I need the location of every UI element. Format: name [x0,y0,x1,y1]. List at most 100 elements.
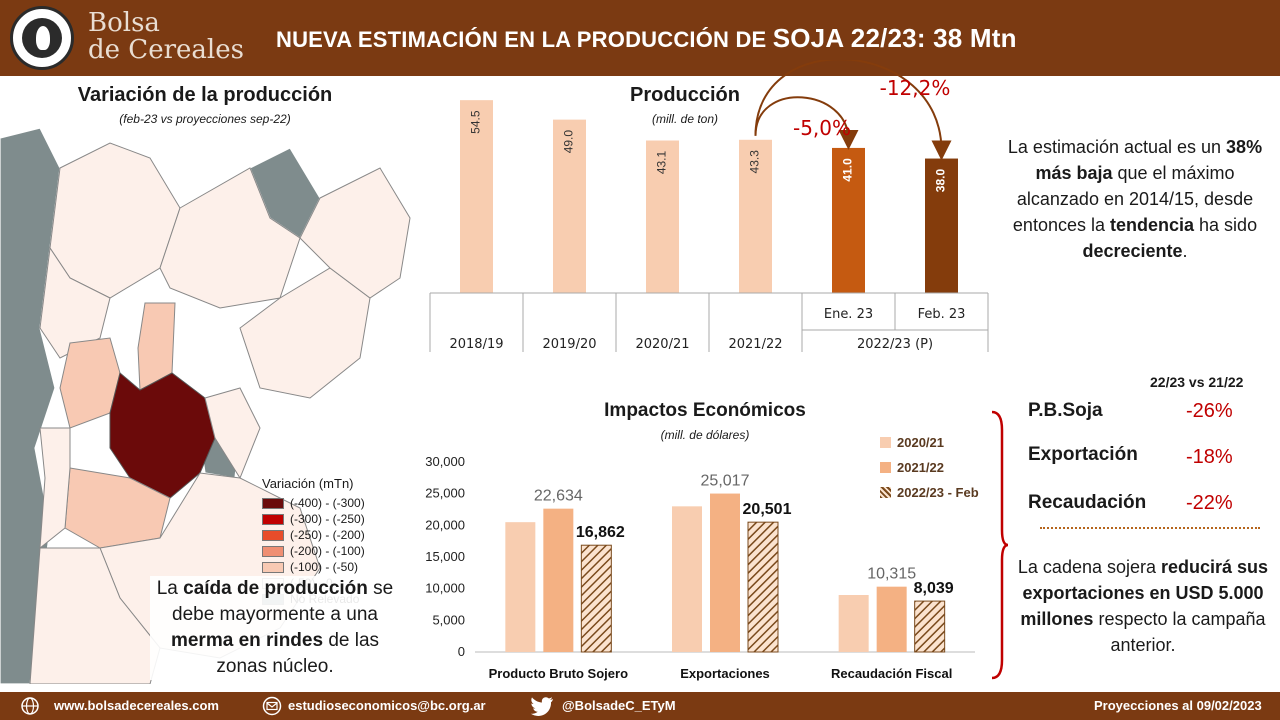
commentary-bold: decreciente [1082,241,1183,261]
map-region-west-2 [39,427,71,550]
logo-line-2: de Cereales [88,35,244,65]
production-title: Producción [629,84,740,106]
impacts-legend-label: 2021/22 [897,460,944,475]
production-bar [925,158,958,293]
footer-bar: www.bolsadecereales.com estudioseconomic… [0,692,1280,720]
metric-label-exportacion: Exportación [1028,444,1138,465]
impacts-legend-item: 2020/21 [880,430,979,455]
production-data-label: 38.0 [934,169,948,193]
commentary-bold: tendencia [1110,215,1195,235]
impacts-legend-item: 2022/23 - Feb [880,480,979,505]
commentary-part: ha sido [1194,215,1258,235]
production-bar [646,140,679,293]
metric-label-recaudacion: Recaudación [1028,492,1147,513]
arrow-ene [754,96,859,150]
production-subtitle: (mill. de ton) [651,112,719,126]
production-group-label: 2022/23 (P) [857,337,933,352]
arrow-feb [754,60,952,161]
annotation-feb: -12,2% [880,76,951,100]
map-legend-label: (-100) - (-50) [290,560,359,574]
map-region-entre-rios [204,387,261,480]
impacts-legend-label: 2022/23 - Feb [897,485,979,500]
impacts-chart: 0 5,000 10,000 15,000 20,000 25,000 30,000 22,6… [425,454,975,681]
impacts-bar [543,508,574,652]
impacts-legend-swatch [880,487,891,498]
impacts-y-tick: 25,000 [425,486,465,501]
impacts-bar [838,595,869,652]
production-data-label: 49.0 [562,130,576,154]
map-legend-title: Variación (mTn) [262,476,354,491]
map-legend-item: (-100) - (-50) [262,559,365,575]
email-icon [262,696,282,716]
impacts-y-tick: 15,000 [425,549,465,564]
website-link[interactable]: www.bolsadecereales.com [54,698,219,713]
production-category-label: Feb. 23 [918,307,966,322]
logo-text: Bolsa de Cereales [88,10,248,64]
impacts-y-tick: 30,000 [425,454,465,469]
map-legend-item: (-300) - (-250) [262,511,365,527]
impacts-y-tick: 20,000 [425,517,465,532]
commentary-part: . [1182,241,1188,261]
impacts-legend: 2020/21 2021/22 2022/23 - Feb [880,430,979,505]
impacts-y-tick: 0 [458,644,465,659]
production-category-label: 2018/19 [449,337,503,352]
title-highlight: SOJA 22/23: 38 Mtn [772,23,1017,53]
impacts-legend-swatch [880,437,891,448]
production-data-label: 41.0 [841,158,855,182]
impacts-legend-label: 2020/21 [897,435,944,450]
production-category-label: 2019/20 [542,337,596,352]
exports-commentary-part: La cadena sojera [1017,557,1162,577]
impacts-bar [876,586,907,652]
commentary-part: La estimación actual es un [1007,137,1227,157]
impacts-bar [580,544,612,653]
impacts-subtitle: (mill. de dólares) [660,428,750,442]
map-caption-part: La [156,578,184,599]
impacts-bar [914,600,946,653]
comparison-header: 22/23 vs 21/22 [1150,374,1244,390]
logo-line-1: Bolsa [88,8,160,38]
map-legend-item: (-400) - (-300) [262,495,365,511]
impacts-legend-swatch [880,462,891,473]
title-main: NUEVA ESTIMACIÓN EN LA PRODUCCIÓN DE [276,27,773,52]
production-commentary: La estimación actual es un 38% más baja … [1000,134,1270,264]
impacts-legend-item: 2021/22 [880,455,979,480]
production-bar [832,147,865,293]
exports-commentary-bold: reducirá sus exportaciones en USD 5.000 … [1020,557,1269,629]
map-legend-item: (-200) - (-100) [262,543,365,559]
annotation-ene: -5,0% [793,116,851,140]
metric-label-pbsoja: P.B.Soja [1028,400,1103,421]
impacts-bar [710,493,740,652]
production-category-label: 2021/22 [728,337,782,352]
map-caption-bold: caída de producción [183,578,368,599]
exports-commentary-part: respecto la campaña anterior. [1093,609,1266,655]
metric-value-exportacion: -18% [1186,446,1233,468]
map-legend-label: (-300) - (-250) [290,512,365,526]
email-link[interactable]: estudioseconomicos@bc.org.ar [288,698,486,713]
map-caption-bold: merma en rindes [170,630,324,651]
impacts-y-tick: 5,000 [432,612,465,627]
impacts-category-label: Exportaciones [680,666,770,681]
map-region-west-1 [39,246,111,359]
map-legend-label: (-250) - (-200) [290,528,365,542]
impacts-bar [747,521,779,653]
impacts-title: Impactos Económicos [604,400,806,421]
impacts-data-label: 16,862 [576,524,625,541]
commentary-bold: 38% más baja [1035,137,1263,183]
production-category-label: 2020/21 [635,337,689,352]
map-title: Variación de la producción [77,84,333,106]
map-legend-swatch [262,497,284,509]
production-chart: 54.5 49.0 43.1 43.3 41.0 38.0 2018/19 2019/20 20… [429,60,989,352]
map-legend-swatch [262,561,284,573]
map-legend-swatch [262,513,284,525]
impacts-data-label: 25,017 [701,473,750,490]
impacts-category-label: Producto Bruto Sojero [489,666,628,681]
twitter-link[interactable]: @BolsadeC_ETyM [562,698,676,713]
map-subtitle: (feb-23 vs proyecciones sep-22) [119,112,291,126]
page-title: NUEVA ESTIMACIÓN EN LA PRODUCCIÓN DE SOJ… [250,0,1280,76]
twitter-icon [530,697,553,716]
production-bar [553,119,586,293]
impacts-data-label: 10,315 [867,566,916,583]
globe-icon [21,697,39,715]
production-data-label: 43.3 [748,150,762,174]
impacts-category-label: Recaudación Fiscal [831,666,952,681]
